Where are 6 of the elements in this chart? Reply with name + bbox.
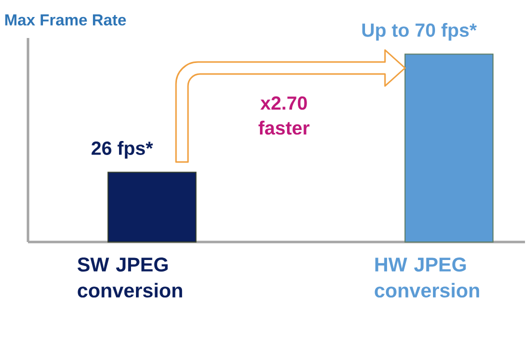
- y-axis-title: Max Frame Rate: [5, 14, 126, 26]
- data-label: 26 fps*: [92, 141, 153, 159]
- annotation: x2.70 faster: [258, 96, 310, 135]
- x-tick-label: SW JPEG conversion: [78, 258, 182, 298]
- x-tick-label: HW JPEG conversion: [374, 258, 480, 298]
- data-label: Up to 70 fps*: [362, 22, 477, 41]
